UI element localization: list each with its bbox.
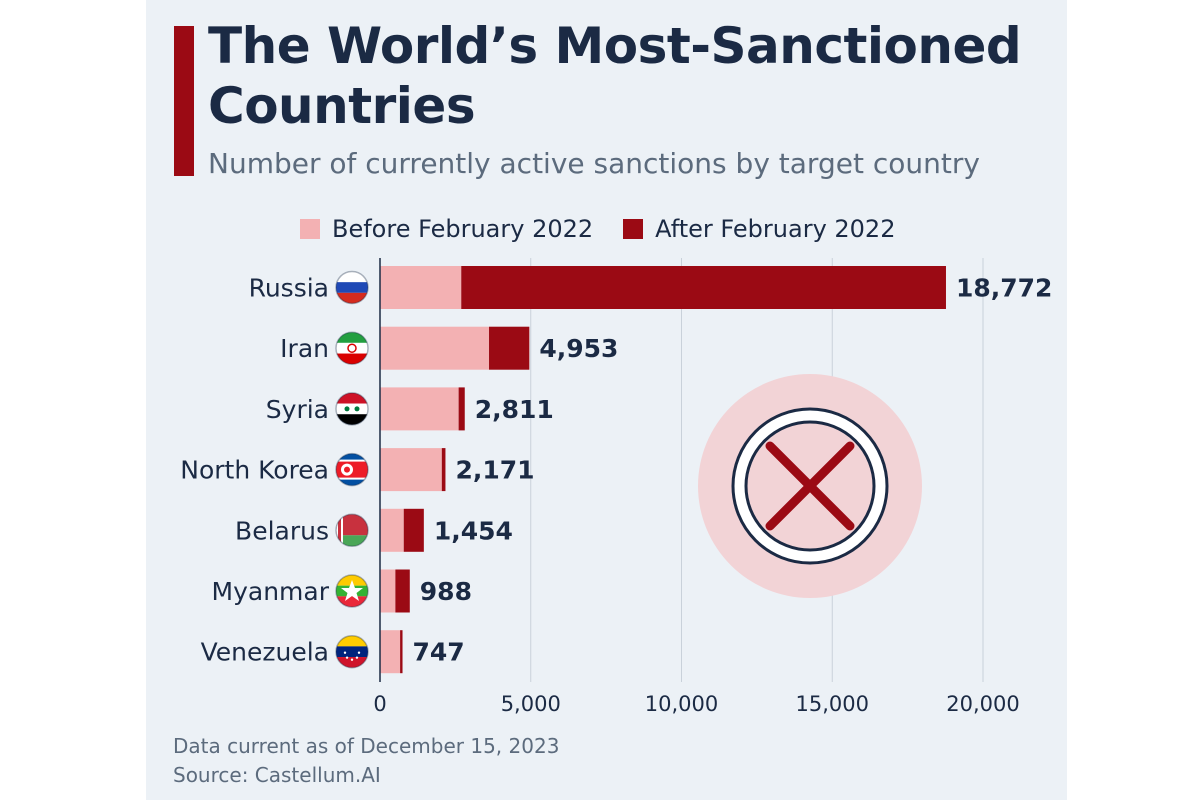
bar-before-feb-2022 xyxy=(380,387,459,431)
flag-band xyxy=(336,271,368,283)
data-note: Data current as of December 15, 2023 xyxy=(173,734,560,758)
flag-band xyxy=(336,535,368,547)
north-korea-flag-icon xyxy=(336,453,368,486)
bar-after-feb-2022 xyxy=(403,508,424,552)
flag-band xyxy=(336,646,368,658)
bar-after-feb-2022 xyxy=(461,266,946,309)
title-accent-bar xyxy=(174,26,194,176)
flag-band xyxy=(336,342,368,354)
flag-star xyxy=(341,580,363,601)
flag-star xyxy=(343,651,347,654)
flag-band xyxy=(336,514,368,536)
chart-subtitle: Number of currently active sanctions by … xyxy=(208,147,980,180)
category-label: Venezuela xyxy=(201,638,329,667)
flag-band xyxy=(336,657,368,668)
legend-item-before: Before February 2022 xyxy=(300,215,593,243)
bar-before-feb-2022 xyxy=(380,630,401,674)
flag-star xyxy=(345,656,349,659)
flag-band xyxy=(336,403,368,415)
venezuela-flag-icon xyxy=(336,635,368,668)
flag-outline xyxy=(335,513,369,548)
flag-band xyxy=(336,392,368,404)
bar-before-feb-2022 xyxy=(380,326,490,370)
myanmar-flag-icon xyxy=(336,575,368,607)
flag-ornament xyxy=(338,514,341,547)
bar-row: Syria 2,811 xyxy=(266,387,554,431)
category-label: Russia xyxy=(249,274,329,303)
total-value-label: 4,953 xyxy=(539,334,618,363)
footer: Data current as of December 15, 2023 Sou… xyxy=(173,732,559,790)
flag-star xyxy=(354,406,360,412)
belarus-flag-icon xyxy=(336,514,368,547)
bar-row: Venezuela 747 xyxy=(201,630,465,674)
total-value-label: 747 xyxy=(413,638,465,667)
total-value-label: 18,772 xyxy=(956,274,1052,303)
legend-swatch-after xyxy=(623,219,644,239)
flag-star xyxy=(355,656,359,659)
flag-band xyxy=(336,292,368,304)
emblem-cross-stroke xyxy=(765,441,855,531)
x-tick-label: 10,000 xyxy=(645,692,718,716)
flag-emblem xyxy=(347,343,357,353)
bar-row: North Korea 2,171 xyxy=(180,448,535,492)
flag-band xyxy=(336,596,368,607)
legend-label-before: Before February 2022 xyxy=(332,215,594,243)
flag-outline xyxy=(335,331,369,365)
x-tick-label: 0 xyxy=(373,692,386,716)
bar-before-feb-2022 xyxy=(380,448,442,492)
flag-outline xyxy=(335,392,369,426)
bar-before-feb-2022 xyxy=(380,508,404,552)
flag-outline xyxy=(335,634,369,669)
legend-item-after: After February 2022 xyxy=(623,215,895,243)
total-value-label: 2,171 xyxy=(455,456,534,485)
category-label: North Korea xyxy=(180,456,329,485)
flag-band xyxy=(336,282,368,293)
total-value-label: 2,811 xyxy=(475,395,554,424)
bar-after-feb-2022 xyxy=(395,569,410,613)
flag-star xyxy=(357,651,361,654)
category-label: Syria xyxy=(266,395,329,424)
category-label: Belarus xyxy=(235,516,329,545)
flag-band xyxy=(336,332,368,343)
flag-star xyxy=(344,406,350,412)
category-label: Myanmar xyxy=(212,577,330,606)
bar-row: Iran 4,953 xyxy=(280,326,618,370)
legend-label-after: After February 2022 xyxy=(655,215,896,243)
bar-before-feb-2022 xyxy=(380,569,396,613)
source-note: Source: Castellum.AI xyxy=(173,763,381,787)
bar-before-feb-2022 xyxy=(380,266,462,309)
flag-band xyxy=(336,353,368,365)
x-tick-label: 20,000 xyxy=(946,692,1019,716)
flag-outline xyxy=(335,452,369,487)
flag-star xyxy=(344,466,350,473)
iran-flag-icon xyxy=(336,332,368,365)
bar-after-feb-2022 xyxy=(400,630,403,674)
flag-band xyxy=(336,414,368,425)
syria-flag-icon xyxy=(336,392,368,425)
flag-outline xyxy=(335,270,369,305)
flag-band xyxy=(336,635,368,647)
bar-row: Belarus 1,454 xyxy=(235,508,513,552)
chart-panel xyxy=(146,0,1067,800)
russia-flag-icon xyxy=(336,271,368,304)
sanctions-cross-icon xyxy=(698,374,922,598)
total-value-label: 988 xyxy=(420,577,472,606)
bar-row: Myanmar 988 xyxy=(212,569,472,613)
bar-after-feb-2022 xyxy=(489,326,530,370)
x-tick-label: 5,000 xyxy=(501,692,561,716)
legend-swatch-before xyxy=(300,219,320,239)
category-label: Iran xyxy=(280,334,329,363)
bar-row: Russia 18,772 xyxy=(249,266,1052,309)
flag-star xyxy=(350,658,354,661)
bar-after-feb-2022 xyxy=(458,387,465,431)
x-tick-label: 15,000 xyxy=(796,692,869,716)
bar-after-feb-2022 xyxy=(441,448,446,492)
total-value-label: 1,454 xyxy=(434,516,513,545)
flag-outline xyxy=(335,574,369,608)
chart-title: The World’s Most-Sanctioned Countries xyxy=(208,17,1022,135)
legend: Before February 2022 After February 2022 xyxy=(300,212,925,246)
